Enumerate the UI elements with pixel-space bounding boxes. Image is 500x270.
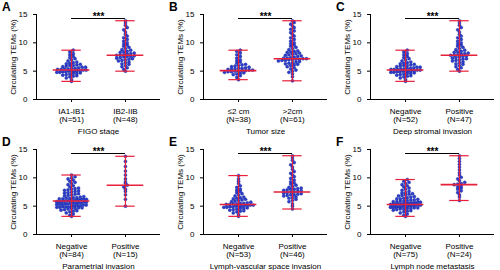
svg-text:10: 10 <box>19 38 28 47</box>
svg-text:5: 5 <box>23 202 28 211</box>
svg-text:0: 0 <box>190 95 195 104</box>
svg-text:>2cm(N=61): >2cm(N=61) <box>280 107 305 124</box>
svg-text:0: 0 <box>190 230 195 239</box>
html-text:B: B <box>169 0 178 14</box>
svg-text:0: 0 <box>23 230 28 239</box>
svg-text:10: 10 <box>19 173 28 182</box>
svg-text:***: *** <box>260 11 272 22</box>
svg-text:10: 10 <box>186 173 195 182</box>
svg-text:15: 15 <box>186 10 195 19</box>
svg-text:Negative(N=75): Negative(N=75) <box>390 242 422 259</box>
svg-text:***: *** <box>427 146 439 157</box>
svg-text:5: 5 <box>190 67 195 76</box>
svg-text:Positive(N=15): Positive(N=15) <box>111 242 140 259</box>
svg-text:Lymph node metastasis: Lymph node metastasis <box>390 262 474 270</box>
svg-text:Tumor size: Tumor size <box>246 127 286 136</box>
svg-text:15: 15 <box>186 145 195 154</box>
svg-text:0: 0 <box>23 95 28 104</box>
svg-text:0: 0 <box>357 230 362 239</box>
html-text:A: A <box>2 0 11 14</box>
svg-text:FIGO stage: FIGO stage <box>78 127 120 136</box>
svg-text:Negative(N=84): Negative(N=84) <box>56 242 88 259</box>
svg-text:5: 5 <box>357 67 362 76</box>
svg-text:***: *** <box>93 146 105 157</box>
svg-text:Circulating TEMs (%): Circulating TEMs (%) <box>343 19 352 95</box>
svg-text:10: 10 <box>186 38 195 47</box>
html-text:D: D <box>2 135 11 149</box>
svg-text:Circulating TEMs (%): Circulating TEMs (%) <box>343 154 352 230</box>
svg-text:***: *** <box>260 146 272 157</box>
svg-text:15: 15 <box>353 10 362 19</box>
svg-text:Positive(N=46): Positive(N=46) <box>278 242 307 259</box>
html-text:C: C <box>336 0 345 14</box>
html-text:F: F <box>336 135 344 149</box>
svg-text:15: 15 <box>353 145 362 154</box>
svg-text:Circulating TEMs (%): Circulating TEMs (%) <box>9 19 18 95</box>
svg-text:Positive(N=24): Positive(N=24) <box>445 242 474 259</box>
svg-text:Negative(N=52): Negative(N=52) <box>390 107 422 124</box>
svg-text:5: 5 <box>357 202 362 211</box>
svg-text:5: 5 <box>190 202 195 211</box>
svg-text:***: *** <box>93 11 105 22</box>
svg-text:Positive(N=47): Positive(N=47) <box>445 107 474 124</box>
svg-text:≤2 cm(N=38): ≤2 cm(N=38) <box>226 107 251 124</box>
svg-text:Parametrial invasion: Parametrial invasion <box>62 262 134 270</box>
svg-text:5: 5 <box>23 67 28 76</box>
svg-text:Circulating TEMs (%): Circulating TEMs (%) <box>176 19 185 95</box>
html-text:E: E <box>169 135 177 149</box>
svg-text:Lymph-vascular space invasion: Lymph-vascular space invasion <box>210 262 321 270</box>
svg-text:Circulating TEMs (%): Circulating TEMs (%) <box>176 154 185 230</box>
svg-text:15: 15 <box>19 10 28 19</box>
svg-text:0: 0 <box>357 95 362 104</box>
svg-text:Deep stromal invasion: Deep stromal invasion <box>393 127 472 136</box>
svg-text:15: 15 <box>19 145 28 154</box>
svg-text:Circulating TEMs (%): Circulating TEMs (%) <box>9 154 18 230</box>
svg-text:IB2-IIB(N=48): IB2-IIB(N=48) <box>113 107 138 124</box>
svg-text:IA1-IB1(N=51): IA1-IB1(N=51) <box>58 107 85 124</box>
svg-text:10: 10 <box>353 38 362 47</box>
svg-text:10: 10 <box>353 173 362 182</box>
svg-text:Negative(N=53): Negative(N=53) <box>223 242 255 259</box>
svg-text:***: *** <box>427 11 439 22</box>
